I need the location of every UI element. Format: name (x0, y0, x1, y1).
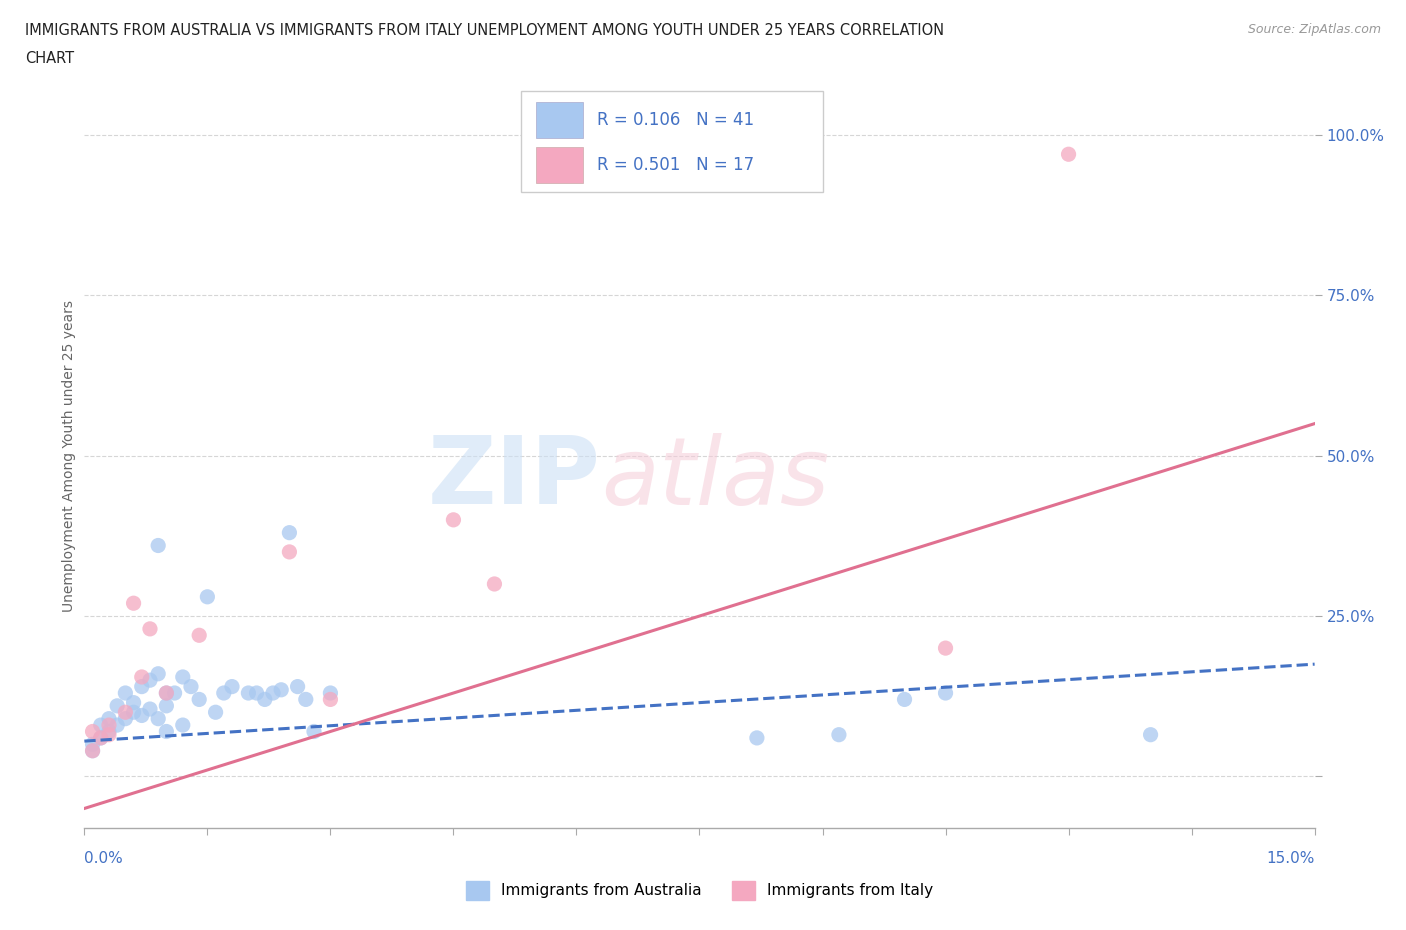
Point (131, 679, 153, 694)
Point (139, 701, 162, 716)
Point (155, 685, 177, 700)
Point (155, 724, 177, 739)
Point (122, 696, 145, 711)
Y-axis label: Unemployment Among Youth under 25 years: Unemployment Among Youth under 25 years (62, 299, 76, 612)
Point (114, 711, 136, 726)
Text: ZIP: ZIP (429, 432, 602, 524)
Point (122, 596, 145, 611)
Point (253, 692, 276, 707)
Point (1139, 727, 1161, 742)
Legend: Immigrants from Australia, Immigrants from Italy: Immigrants from Australia, Immigrants fr… (460, 875, 939, 906)
Point (1057, 147, 1080, 162)
Text: atlas: atlas (602, 432, 830, 524)
FancyBboxPatch shape (536, 102, 582, 138)
Point (148, 711, 170, 726)
Point (82, 737, 104, 751)
Point (98, 711, 120, 726)
Point (139, 621, 162, 636)
Point (105, 698, 128, 713)
Point (98, 724, 120, 739)
Point (204, 705, 226, 720)
Point (212, 685, 235, 700)
Text: R = 0.501   N = 17: R = 0.501 N = 17 (598, 156, 755, 174)
Point (114, 685, 136, 700)
Point (172, 718, 194, 733)
Point (98, 718, 120, 733)
Point (188, 692, 211, 707)
Point (238, 685, 260, 700)
Point (221, 679, 243, 694)
Point (131, 670, 153, 684)
Point (443, 512, 465, 527)
Point (278, 525, 301, 540)
Point (278, 544, 301, 559)
Point (139, 672, 162, 687)
Point (295, 692, 318, 707)
Point (319, 685, 342, 700)
Text: Source: ZipAtlas.com: Source: ZipAtlas.com (1247, 23, 1381, 36)
Point (935, 685, 957, 700)
Point (131, 708, 153, 723)
Point (90, 718, 112, 733)
Point (484, 577, 506, 591)
Point (122, 705, 145, 720)
Point (114, 705, 136, 720)
Point (270, 683, 292, 698)
Text: 0.0%: 0.0% (84, 851, 124, 866)
Point (302, 724, 325, 739)
Point (319, 692, 342, 707)
Point (828, 727, 851, 742)
Point (90, 730, 112, 745)
Point (148, 666, 170, 681)
Point (155, 698, 177, 713)
Point (180, 679, 202, 694)
FancyBboxPatch shape (536, 147, 582, 182)
Text: IMMIGRANTS FROM AUSTRALIA VS IMMIGRANTS FROM ITALY UNEMPLOYMENT AMONG YOUTH UNDE: IMMIGRANTS FROM AUSTRALIA VS IMMIGRANTS … (25, 23, 945, 38)
Point (197, 590, 219, 604)
Point (172, 670, 194, 684)
Point (82, 724, 104, 739)
Point (188, 628, 211, 643)
Point (246, 685, 269, 700)
Text: R = 0.106   N = 41: R = 0.106 N = 41 (598, 112, 755, 129)
Point (893, 692, 915, 707)
Point (148, 538, 170, 553)
Point (935, 641, 957, 656)
Point (82, 743, 104, 758)
Point (262, 685, 284, 700)
Text: CHART: CHART (25, 51, 75, 66)
Point (98, 727, 120, 742)
Point (105, 718, 128, 733)
Text: 15.0%: 15.0% (1267, 851, 1315, 866)
Point (287, 679, 309, 694)
Point (745, 730, 768, 745)
Point (155, 685, 177, 700)
FancyBboxPatch shape (522, 91, 823, 192)
Point (163, 685, 186, 700)
Point (82, 743, 104, 758)
Point (90, 730, 112, 745)
